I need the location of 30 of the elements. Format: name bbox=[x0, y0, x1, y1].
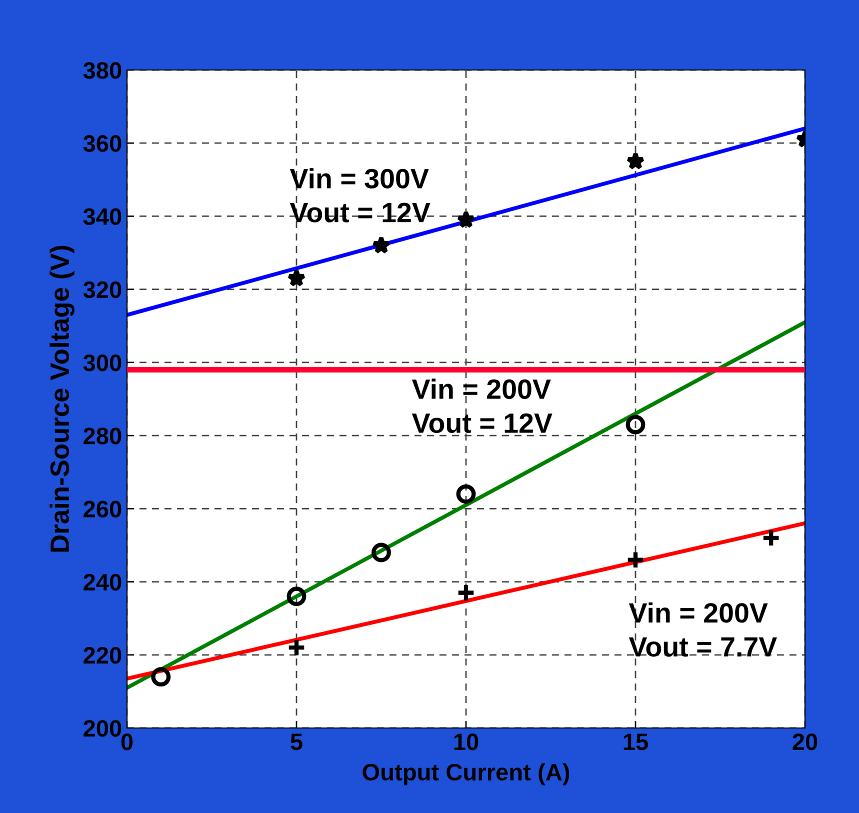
annotation: Vin = 200V Vout = 12V bbox=[412, 378, 552, 433]
y-tick-label: 320 bbox=[83, 281, 122, 298]
point bbox=[151, 667, 171, 687]
x-tick-label: 5 bbox=[290, 734, 302, 750]
point bbox=[372, 542, 391, 562]
point bbox=[287, 268, 306, 287]
y-tick-label: 240 bbox=[84, 574, 122, 591]
y-tick-label: 380 bbox=[83, 62, 122, 79]
point bbox=[626, 414, 646, 434]
y-tick-label: 300 bbox=[83, 354, 122, 372]
x-tick-label: 10 bbox=[454, 733, 478, 750]
y-tick-label: 220 bbox=[84, 646, 122, 664]
point bbox=[626, 152, 645, 170]
point bbox=[456, 583, 476, 602]
x-axis-title: Output Current (A) bbox=[362, 763, 570, 786]
y-tick-label: 280 bbox=[84, 428, 122, 444]
y-tick-label: 360 bbox=[83, 135, 122, 152]
y-tick-label: 200 bbox=[84, 720, 122, 737]
annotation: Vin = 300V Vout = 12V bbox=[290, 168, 430, 222]
x-tick-label: 0 bbox=[121, 733, 133, 750]
y-tick-label: 260 bbox=[84, 500, 122, 518]
point bbox=[372, 236, 391, 254]
y-axis-title: Drain-Source Voltage (V) bbox=[50, 246, 74, 552]
point bbox=[456, 484, 476, 504]
x-tick-label: 15 bbox=[624, 734, 648, 750]
point bbox=[456, 210, 476, 228]
x-tick-label: 20 bbox=[792, 733, 818, 750]
annotation: Vin = 200V Vout = 7.7V bbox=[628, 602, 777, 657]
point bbox=[286, 586, 306, 606]
y-tick-label: 340 bbox=[83, 208, 122, 226]
